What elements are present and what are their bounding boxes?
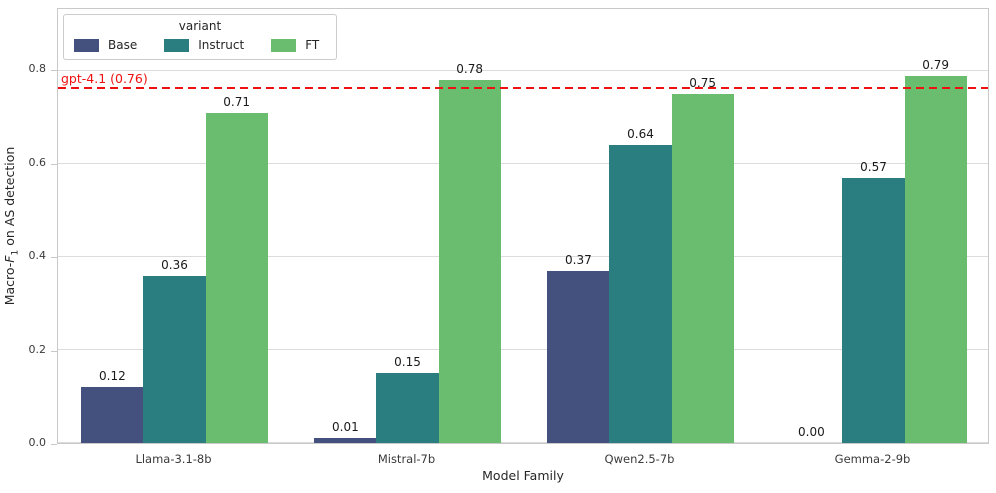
y-axis-label-prefix: Macro-: [1, 262, 17, 306]
gridline: [58, 442, 988, 443]
bar-instruct-qwen2.5-7b: [609, 145, 672, 443]
legend-item-label: Instruct: [198, 38, 245, 52]
bar-ft-mistral-7b: [438, 80, 501, 443]
gridline: [58, 69, 988, 71]
reference-line-label: gpt-4.1 (0.76): [61, 71, 148, 87]
bar-value-label: 0.64: [627, 127, 654, 142]
bar-ft-llama-3.1-8b: [205, 112, 268, 443]
legend-item-ft: FT: [271, 38, 319, 52]
bar-value-label: 0.79: [922, 57, 949, 72]
bar-value-label: 0.12: [99, 369, 126, 384]
legend-swatch-instruct: [164, 38, 190, 52]
gridline: [58, 255, 988, 257]
bar-value-label: 0.00: [798, 425, 825, 439]
y-tick-mark: [51, 350, 57, 352]
bar-instruct-llama-3.1-8b: [143, 275, 206, 443]
bar-base-llama-3.1-8b: [81, 387, 144, 443]
bar-value-label: 0.01: [332, 420, 359, 435]
gridline: [58, 348, 988, 350]
bar-base-qwen2.5-7b: [547, 270, 610, 443]
x-axis-label: Model Family: [482, 468, 564, 483]
legend-item-instruct: Instruct: [164, 38, 244, 52]
bar-ft-qwen2.5-7b: [671, 94, 734, 443]
y-tick-label: 0.4: [28, 249, 47, 263]
bar-value-label: 0.75: [689, 76, 716, 91]
bar-base-mistral-7b: [314, 438, 377, 443]
bar-value-label: 0.37: [565, 252, 592, 267]
x-tick-label: Mistral-7b: [377, 452, 436, 466]
y-tick-mark: [51, 257, 57, 259]
y-tick-label: 0.2: [28, 342, 47, 356]
legend-item-label: FT: [305, 38, 320, 52]
y-tick-label: 0.0: [28, 436, 47, 449]
plot-area: gpt-4.1 (0.76) variant Base Instruct FT 0.…: [57, 8, 989, 444]
bar-value-label: 0.57: [860, 159, 887, 174]
gridline: [58, 162, 988, 164]
x-tick-label: Qwen2.5-7b: [604, 452, 675, 466]
bar-instruct-mistral-7b: [376, 373, 439, 443]
legend-swatch-base: [74, 38, 99, 52]
y-tick-label: 0.8: [28, 62, 47, 76]
y-tick-label: 0.6: [28, 155, 47, 169]
x-tick-label: Llama-3.1-8b: [135, 452, 212, 466]
bar-value-label: 0.36: [161, 257, 188, 272]
legend-item-label: Base: [108, 38, 138, 52]
y-tick-mark: [51, 70, 57, 72]
bar-value-label: 0.78: [456, 62, 483, 77]
legend-item-base: Base: [74, 38, 137, 52]
y-axis-label: Macro-F1 on AS detection: [2, 147, 21, 306]
bar-instruct-gemma-2-9b: [842, 177, 905, 443]
reference-line: [58, 87, 988, 90]
bar-value-label: 0.15: [394, 355, 421, 370]
y-tick-mark: [51, 444, 57, 445]
legend-items: Base Instruct FT: [74, 38, 326, 52]
x-tick-label: Gemma-2-9b: [834, 452, 911, 466]
legend-title: variant: [178, 19, 222, 33]
y-tick-mark: [51, 163, 57, 165]
legend-swatch-ft: [271, 38, 297, 52]
legend: variant Base Instruct FT: [63, 14, 337, 60]
bar-value-label: 0.71: [223, 94, 250, 109]
bar-ft-gemma-2-9b: [904, 75, 967, 443]
